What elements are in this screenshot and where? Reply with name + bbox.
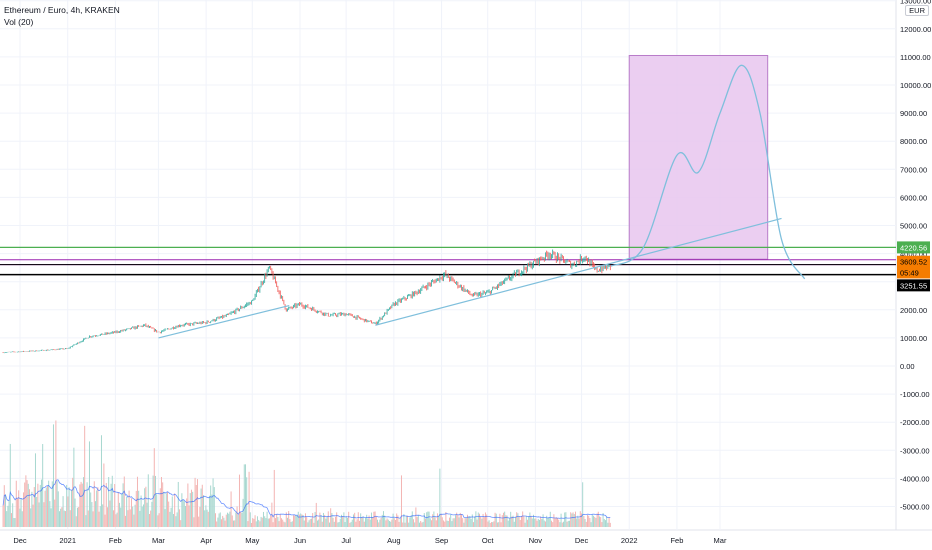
y-tick-label: 12000.00 [900, 25, 931, 34]
y-tick-label: 0.00 [900, 362, 915, 371]
y-tick-label: 2000.00 [900, 306, 927, 315]
x-tick-label: Jun [294, 536, 306, 545]
price-badge-black-bg [897, 279, 930, 292]
projection-curve [610, 64, 806, 280]
price-axis: 13000.00 12000.00 11000.00 10000.00 9000.00 8… [900, 0, 931, 512]
volume-ma-line [2, 479, 611, 519]
symbol-title[interactable]: Ethereum / Euro, 4h, KRAKEN [4, 5, 120, 15]
x-tick-label: Jul [341, 536, 351, 545]
price-badge-countdown-bg [897, 266, 930, 279]
x-tick-label: Dec [575, 536, 589, 545]
volume-indicator-label[interactable]: Vol (20) [4, 17, 34, 27]
trend-lines [158, 217, 782, 339]
price-badge-orange-bg [897, 255, 930, 268]
trend-line[interactable] [375, 217, 782, 326]
y-tick-label: 8000.00 [900, 137, 927, 146]
y-tick-label: 4000.00 [900, 250, 927, 259]
price-candles [2, 249, 611, 354]
price-badge-countdown: 05:49 [900, 268, 919, 277]
x-tick-label: 2021 [59, 536, 76, 545]
price-badge-green-bg [897, 241, 930, 254]
y-tick-label: 6000.00 [900, 193, 927, 202]
x-tick-label: Dec [13, 536, 27, 545]
x-tick-label: Apr [200, 536, 212, 545]
x-tick-label: 2022 [621, 536, 638, 545]
price-badge-green: 4220.56 [900, 243, 927, 252]
x-tick-label: Sep [435, 536, 448, 545]
currency-button[interactable]: EUR [905, 5, 929, 16]
projection-path[interactable] [610, 64, 806, 280]
x-tick-label: Feb [109, 536, 122, 545]
time-axis: Dec 2021 Feb Mar Apr May Jun Jul Aug Sep Oct Nov Dec… [13, 536, 727, 545]
y-tick-label: 1000.00 [900, 334, 927, 343]
x-tick-label: Nov [529, 536, 543, 545]
x-tick-label: Oct [482, 536, 495, 545]
y-tick-label: -1000.00 [900, 390, 930, 399]
projection-box [628, 54, 769, 260]
y-tick-label: -3000.00 [900, 446, 930, 455]
price-badge-black: 3251.55 [900, 281, 927, 290]
x-tick-label: Aug [387, 536, 400, 545]
volume-bars [2, 420, 611, 527]
x-tick-label: Mar [152, 536, 165, 545]
y-tick-label: -4000.00 [900, 474, 930, 483]
y-tick-label: 13000.00 [900, 0, 931, 6]
projection-rectangle [628, 54, 769, 260]
x-tick-label: Feb [670, 536, 683, 545]
y-tick-label: 10000.00 [900, 81, 931, 90]
volume-ma [2, 479, 611, 519]
y-tick-label: 9000.00 [900, 109, 927, 118]
y-tick-label: 11000.00 [900, 53, 931, 62]
y-tick-label: 5000.00 [900, 222, 927, 231]
x-tick-label: May [245, 536, 259, 545]
y-tick-label: -2000.00 [900, 418, 930, 427]
trend-line[interactable] [158, 305, 290, 339]
x-tick-label: Mar [714, 536, 727, 545]
y-tick-label: 7000.00 [900, 165, 927, 174]
y-tick-label: -5000.00 [900, 503, 930, 512]
price-badge-orange: 3609.52 [900, 258, 927, 267]
